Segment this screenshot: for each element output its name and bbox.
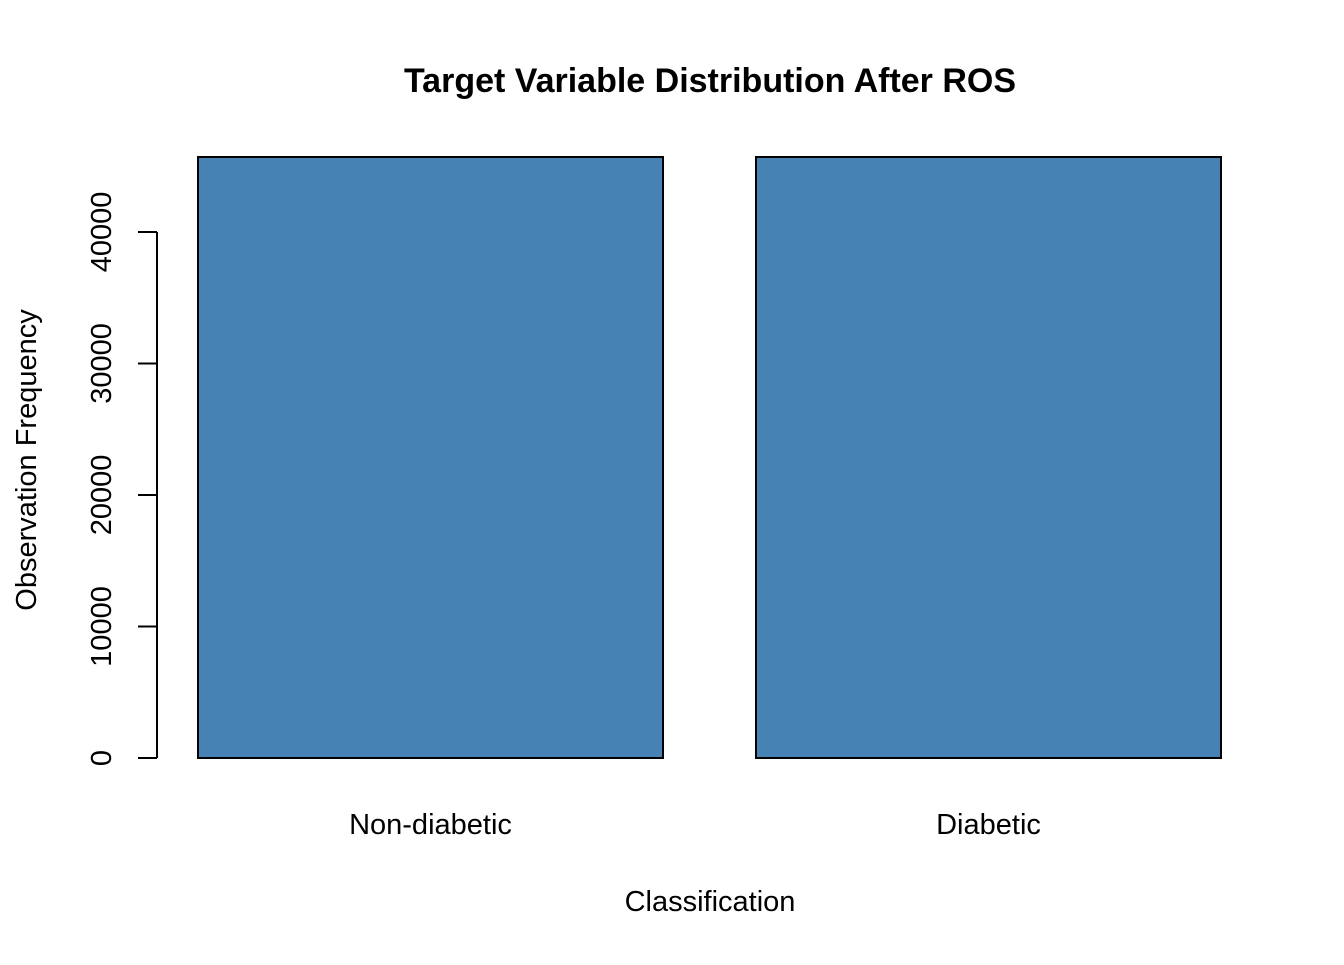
y-tick-label: 30000	[86, 323, 118, 404]
y-axis-label: Observation Frequency	[11, 309, 43, 611]
y-tick-label: 0	[86, 750, 118, 766]
x-tick-label: Non-diabetic	[349, 809, 512, 841]
bars-layer	[197, 156, 1222, 759]
bar-diabetic	[755, 156, 1222, 759]
y-axis: 0 10000 20000 30000 40000	[86, 192, 158, 766]
y-tick-label: 40000	[86, 192, 118, 273]
chart-title: Target Variable Distribution After ROS	[404, 62, 1016, 100]
x-axis-categories: Non-diabetic Diabetic	[349, 809, 1041, 841]
x-tick-label: Diabetic	[936, 809, 1041, 841]
y-tick-label: 20000	[86, 455, 118, 536]
y-tick-label: 10000	[86, 586, 118, 667]
bar-non-diabetic	[197, 156, 664, 759]
x-axis-label: Classification	[625, 886, 796, 918]
